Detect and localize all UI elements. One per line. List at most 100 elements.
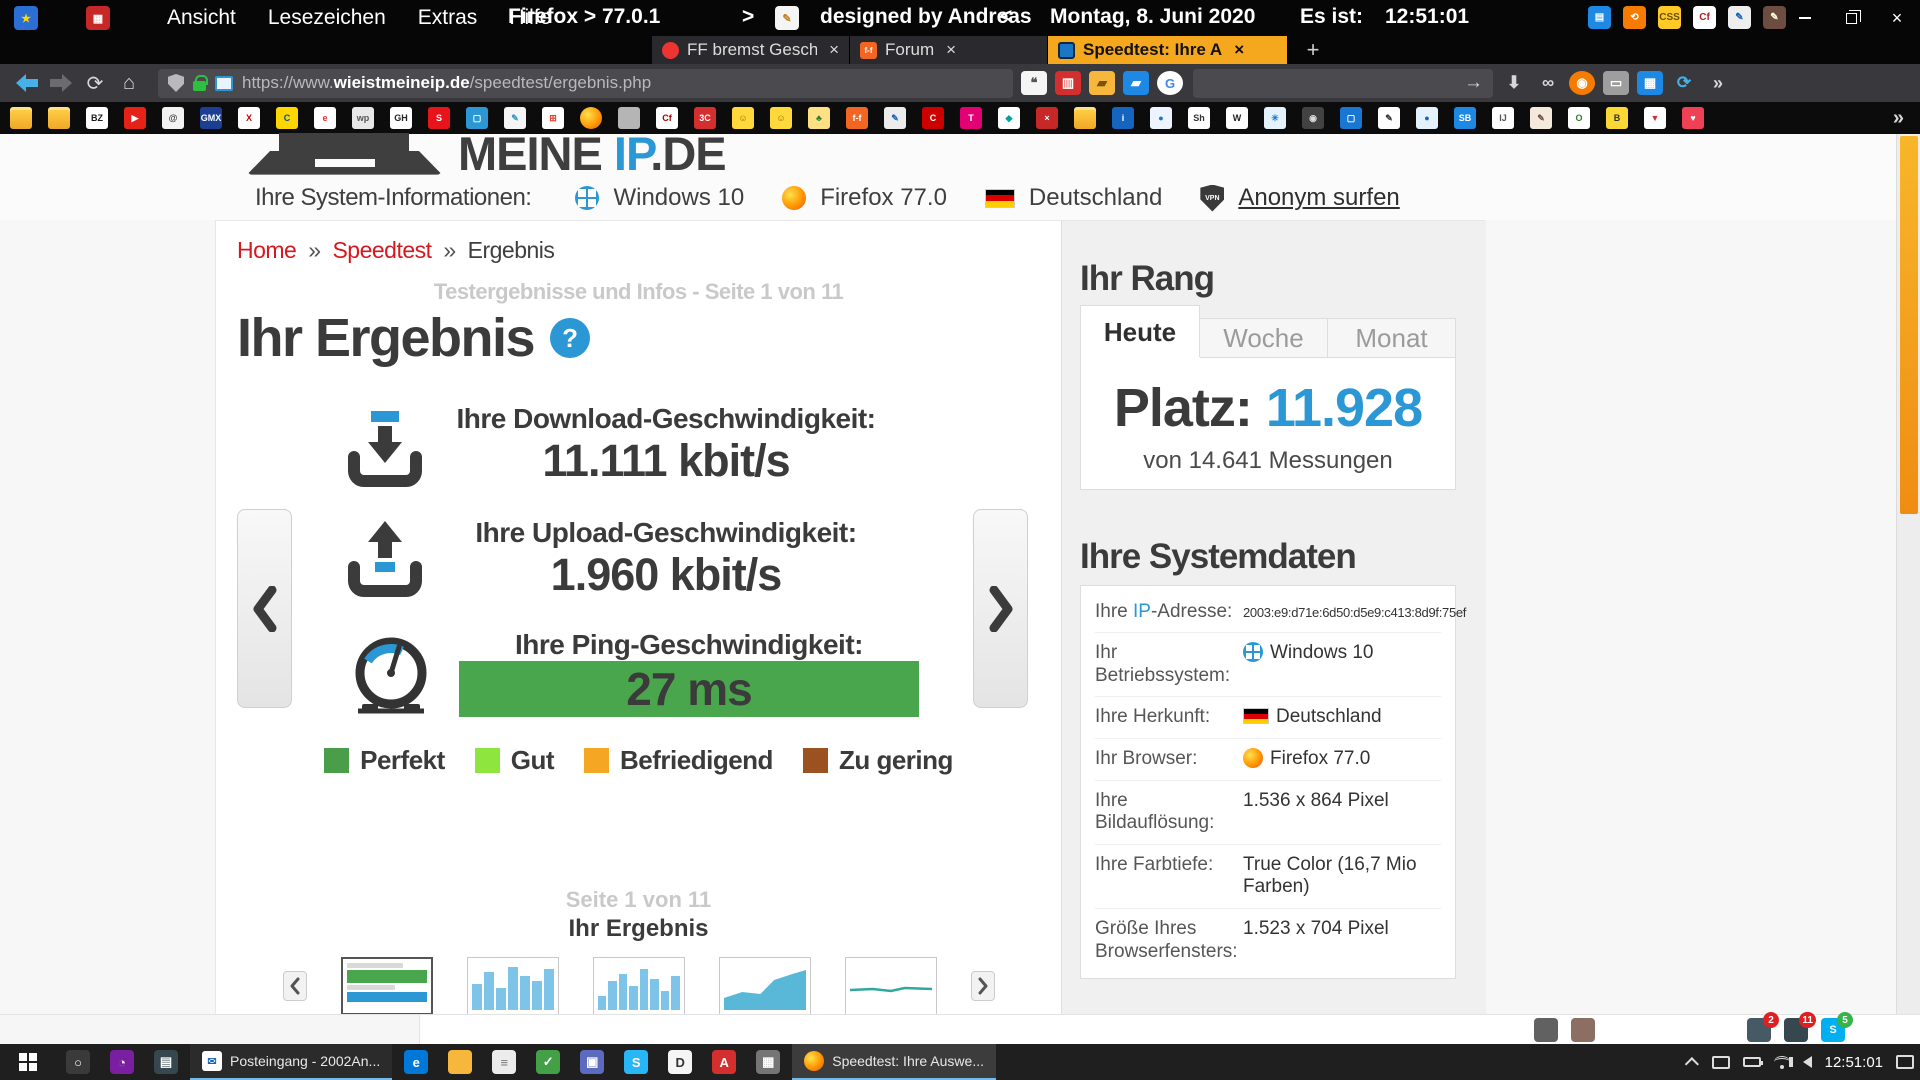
site-logo[interactable]: MEINE IP.DE — [247, 130, 727, 177]
address-bar[interactable]: https://www.wieistmeineip.de/speedtest/e… — [158, 68, 1013, 98]
reload-button[interactable]: ⟳ — [86, 72, 104, 95]
bookmark-wiki-icon[interactable]: W — [1226, 107, 1248, 129]
rank-tab-woche[interactable]: Woche — [1200, 318, 1328, 358]
thumbs-prev-button[interactable] — [282, 971, 307, 1001]
tab-close-button[interactable]: × — [829, 40, 839, 59]
folder-addon-icon[interactable]: ▰ — [1089, 71, 1115, 95]
bookmark-sparkasse-icon[interactable]: S — [428, 107, 450, 129]
tracking-shield-icon[interactable] — [168, 74, 184, 92]
bookmark-clipboard-icon[interactable]: ✎ — [884, 107, 906, 129]
url-text[interactable]: https://www.wieistmeineip.de/speedtest/e… — [242, 73, 652, 92]
carousel-next-button[interactable] — [973, 509, 1028, 708]
start-button[interactable] — [0, 1044, 56, 1080]
sync-icon[interactable]: ⟲ — [1623, 6, 1646, 29]
taskbar-antivirus-check-icon[interactable]: ✓ — [526, 1044, 570, 1080]
download-icon[interactable]: ⬇ — [1506, 73, 1522, 92]
red-addon-icon[interactable]: ▥ — [1055, 71, 1081, 95]
taskbar-window-speedtest[interactable]: Speedtest: Ihre Auswe... — [792, 1044, 996, 1080]
taskbar-search-icon[interactable]: ○ — [56, 1044, 100, 1080]
quill-icon[interactable]: ✎ — [1763, 6, 1786, 29]
bookmark-telekom-icon[interactable]: T — [960, 107, 982, 129]
bookmark-pocket-icon[interactable]: ♥ — [1682, 107, 1704, 129]
taskbar-edge-icon[interactable]: e — [394, 1044, 438, 1080]
bookmark-folder-icon[interactable] — [48, 107, 70, 129]
browser-tab-2[interactable]: f-f Forum × — [850, 36, 1048, 64]
page-scrollbar[interactable] — [1896, 134, 1920, 1014]
bookmark-globe-icon[interactable]: ● — [1150, 107, 1172, 129]
bookmark-sb-logo-icon[interactable]: SB — [1454, 107, 1476, 129]
bookmark-youtube-icon[interactable]: ▶ — [124, 107, 146, 129]
bookmark-info-doc-icon[interactable]: i — [1112, 107, 1134, 129]
bookmark-feather-icon[interactable]: ✎ — [1530, 107, 1552, 129]
tray-network-icon[interactable] — [1773, 1056, 1790, 1069]
bookmark-red-badge-icon[interactable]: 3C — [694, 107, 716, 129]
bookmark-ebay-icon[interactable]: e — [314, 107, 336, 129]
bookmark-bz-logo-icon[interactable]: BZ — [86, 107, 108, 129]
taskbar-d-app-icon[interactable]: D — [658, 1044, 702, 1080]
thumbs-next-button[interactable] — [970, 971, 995, 1001]
bookmark-folder-icon[interactable] — [1074, 107, 1096, 129]
cf-addon-icon[interactable]: Cf — [1693, 6, 1716, 29]
bookmark-smiley-icon[interactable]: ☺ — [732, 107, 754, 129]
tray-volume-icon[interactable] — [1788, 1056, 1812, 1068]
bookmark-ball-grey-icon[interactable] — [618, 107, 640, 129]
tab-close-button[interactable]: × — [1234, 40, 1245, 59]
bookmark-red-tool-icon[interactable]: × — [1036, 107, 1058, 129]
result-thumbnail-1[interactable] — [340, 957, 433, 1015]
bookmark-cf-logo-icon[interactable]: Cf — [656, 107, 678, 129]
bookmark-github-icon[interactable]: GH — [390, 107, 412, 129]
notification-package-icon[interactable] — [1571, 1018, 1595, 1042]
taskbar-notes-icon[interactable]: ≡ — [482, 1044, 526, 1080]
bookmark-microsoft-icon[interactable]: ⊞ — [542, 107, 564, 129]
notification-printer-icon[interactable] — [1534, 1018, 1558, 1042]
bookmark-diamond-icon[interactable]: ◆ — [998, 107, 1020, 129]
app-window-star-icon[interactable]: ★ — [14, 6, 38, 30]
result-thumbnail-5[interactable] — [844, 957, 937, 1015]
new-tab-button[interactable]: + — [1306, 37, 1320, 62]
help-icon[interactable]: ? — [550, 318, 591, 358]
result-thumbnail-4[interactable] — [718, 957, 811, 1015]
taskbar-film-icon[interactable]: ▤ — [144, 1044, 188, 1080]
taskbar-photos-icon[interactable]: ◔ — [100, 1044, 144, 1080]
lock-icon[interactable] — [193, 74, 208, 91]
rank-tab-heute[interactable]: Heute — [1080, 305, 1200, 358]
blue-folder-icon[interactable]: ▰ — [1123, 71, 1149, 95]
tray-expand-icon[interactable] — [1684, 1057, 1699, 1072]
grid-addon-icon[interactable]: ▦ — [1637, 71, 1663, 95]
bookmark-pin-icon[interactable]: ▼ — [1644, 107, 1666, 129]
tray-display-icon[interactable] — [1711, 1055, 1730, 1069]
css-icon[interactable]: CSS — [1658, 6, 1681, 29]
bookmark-camera-icon[interactable]: ◉ — [1302, 107, 1324, 129]
back-button[interactable] — [10, 68, 44, 98]
taskbar-folder-icon[interactable] — [438, 1044, 482, 1080]
bookmark-pen-icon[interactable]: ✎ — [504, 107, 526, 129]
notification-app-badge-1-icon[interactable]: 2 — [1747, 1012, 1779, 1042]
bookmark-ff-badge-icon[interactable]: f-f — [846, 107, 868, 129]
taskbar-app-box-icon[interactable]: ▣ — [570, 1044, 614, 1080]
taskbar-adobe-icon[interactable]: A — [702, 1044, 746, 1080]
bookmark-ball-blue-icon[interactable]: ● — [1416, 107, 1438, 129]
toolbar-overflow-icon[interactable]: » — [1712, 72, 1723, 93]
bookmark-monitor-icon[interactable]: ▢ — [466, 107, 488, 129]
bookmark-palm-icon[interactable]: ♣ — [808, 107, 830, 129]
tray-battery-icon[interactable] — [1742, 1057, 1763, 1067]
window-list-icon[interactable]: ▤ — [1588, 6, 1611, 29]
bookmark-x-logo-icon[interactable]: X — [238, 107, 260, 129]
close-button[interactable]: × — [1891, 7, 1903, 28]
bookmark-o-green-icon[interactable]: O — [1568, 107, 1590, 129]
bookmark-snowflake-icon[interactable]: ✳ — [1264, 107, 1286, 129]
tab-close-button[interactable]: × — [946, 40, 957, 59]
menu-item-hilfe[interactable]: Hilfe — [509, 6, 552, 29]
bookmark-at-sign-icon[interactable]: @ — [162, 107, 184, 129]
forward-button[interactable] — [44, 68, 78, 98]
restore-button[interactable] — [1828, 0, 1874, 36]
infinity-icon[interactable]: ∞ — [1541, 73, 1555, 92]
tray-clock[interactable]: 12:51:01 — [1824, 1053, 1883, 1071]
go-arrow-icon[interactable]: → — [1464, 72, 1483, 93]
result-thumbnail-3[interactable] — [592, 957, 685, 1015]
site-monitor-icon[interactable] — [215, 75, 233, 91]
carousel-prev-button[interactable] — [237, 509, 292, 708]
anonym-surfen-link[interactable]: Anonym surfen — [1238, 184, 1400, 211]
screenshot-icon[interactable]: ◉ — [1569, 71, 1595, 95]
